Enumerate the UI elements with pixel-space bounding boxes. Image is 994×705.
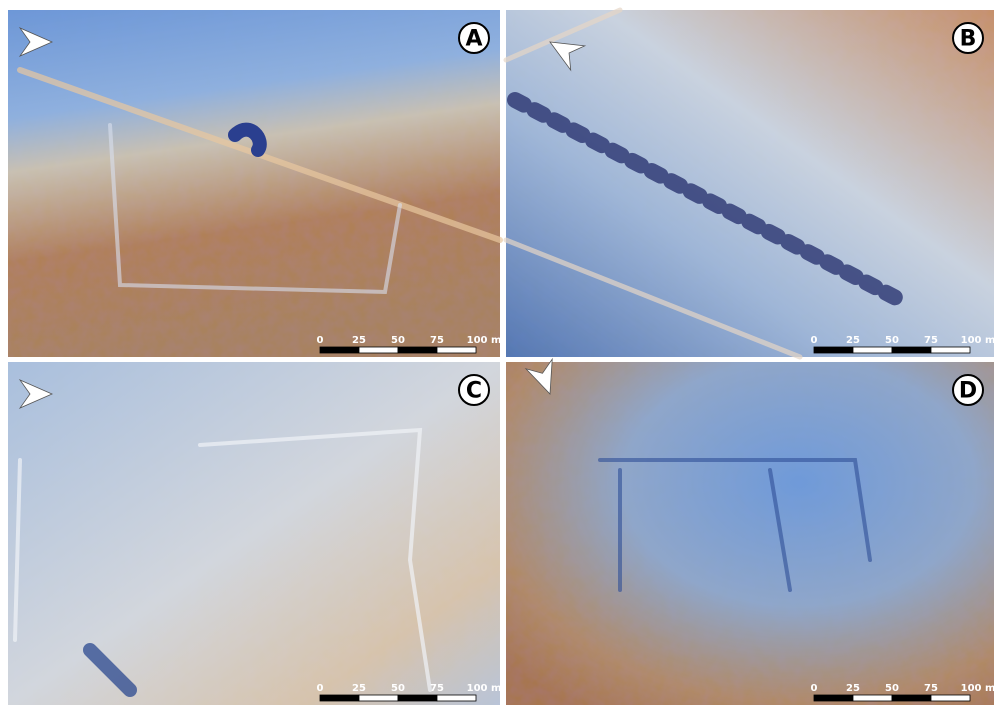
scale-segment [931,695,970,701]
scale-label: 0 [811,335,818,346]
scale-segment [892,347,931,353]
scale-label: 100 m [467,335,502,346]
scale-label: 25 [352,683,366,694]
scale-label: 0 [317,335,324,346]
scale-segment [814,695,853,701]
scale-segment [437,347,476,353]
scale-segment [359,695,398,701]
scale-label: 100 m [961,683,994,694]
scale-segment [320,347,359,353]
page: A 0 25 50 75 100 m B 0 25 50 75 100 m C 0 25 50 75 100 m D… [0,0,994,705]
scale-segment [931,347,970,353]
scale-segment [398,695,437,701]
panel-label: A [465,27,482,52]
scale-segment [853,695,892,701]
lidar-image [8,10,500,357]
scale-label: 75 [924,335,938,346]
scale-segment [892,695,931,701]
scale-label: 50 [885,335,899,346]
scale-label: 25 [352,335,366,346]
panel-label: B [960,27,977,52]
panel-label: D [959,379,977,404]
scale-label: 75 [430,335,444,346]
scale-label: 0 [317,683,324,694]
scale-label: 25 [846,335,860,346]
scale-segment [814,347,853,353]
scale-label: 75 [430,683,444,694]
lidar-image [506,10,994,357]
scale-label: 25 [846,683,860,694]
scale-label: 50 [391,683,405,694]
scale-label: 50 [885,683,899,694]
scale-segment [437,695,476,701]
scale-segment [398,347,437,353]
scale-segment [320,695,359,701]
scale-label: 100 m [467,683,502,694]
panel-label: C [466,379,482,404]
scale-label: 100 m [961,335,994,346]
scale-label: 75 [924,683,938,694]
scale-label: 0 [811,683,818,694]
scale-segment [853,347,892,353]
scale-segment [359,347,398,353]
lidar-image [506,362,994,705]
figure: A 0 25 50 75 100 m B 0 25 50 75 100 m C 0 25 50 75 100 m D… [0,0,994,705]
panels [8,10,994,705]
scale-label: 50 [391,335,405,346]
